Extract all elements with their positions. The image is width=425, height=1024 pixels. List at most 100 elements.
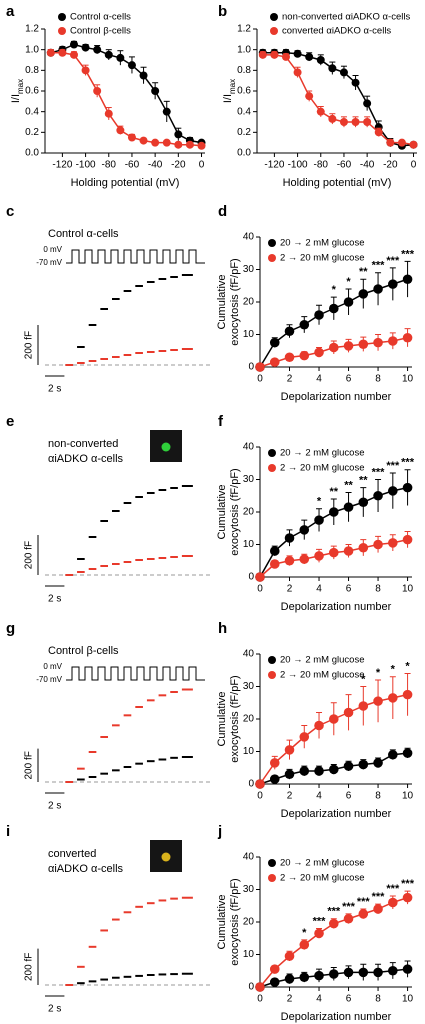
data-point bbox=[284, 745, 295, 755]
panel-letter: f bbox=[218, 413, 224, 430]
y-tick-label: 1.0 bbox=[25, 44, 39, 55]
x-tick-label: -60 bbox=[125, 160, 140, 171]
data-point bbox=[314, 766, 324, 776]
y-axis-label: Cumulative bbox=[216, 894, 228, 949]
significance: * bbox=[346, 276, 351, 288]
data-point bbox=[316, 56, 325, 64]
trace-title: converted bbox=[48, 848, 96, 860]
data-point bbox=[127, 61, 136, 70]
legend-marker bbox=[268, 239, 276, 247]
data-point bbox=[281, 52, 290, 61]
data-point bbox=[402, 332, 413, 343]
data-point bbox=[351, 78, 360, 87]
x-tick-label: -120 bbox=[52, 160, 72, 171]
cell bbox=[161, 852, 171, 862]
x-tick-label: -80 bbox=[102, 160, 117, 171]
data-point bbox=[402, 482, 413, 493]
data-point bbox=[339, 118, 348, 126]
data-point bbox=[299, 732, 310, 742]
x-tick-label: 8 bbox=[375, 584, 381, 595]
data-point bbox=[388, 749, 398, 760]
data-point bbox=[358, 497, 369, 508]
x-axis-label: Depolarization number bbox=[281, 808, 392, 820]
data-point bbox=[284, 352, 295, 363]
data-point bbox=[402, 892, 413, 903]
x-tick-label: 6 bbox=[346, 584, 352, 595]
data-point bbox=[269, 357, 280, 367]
x-tick-label: 0 bbox=[411, 160, 417, 171]
x-tick-label: -40 bbox=[148, 160, 163, 171]
y-axis-label: I/Imax bbox=[10, 79, 25, 103]
data-point bbox=[388, 336, 398, 346]
legend-label: 20 → 2 mM glucose bbox=[280, 858, 364, 869]
panel-letter: d bbox=[218, 203, 227, 220]
panel-letter: b bbox=[218, 3, 227, 20]
data-point bbox=[373, 904, 383, 914]
data-point bbox=[343, 546, 354, 556]
data-point bbox=[284, 951, 295, 961]
data-point bbox=[328, 714, 339, 724]
data-point bbox=[358, 909, 369, 919]
data-point bbox=[284, 974, 295, 984]
data-point bbox=[255, 572, 265, 582]
x-tick-label: 0 bbox=[199, 160, 205, 171]
data-point bbox=[358, 701, 369, 711]
y-axis-label-main: I/I bbox=[222, 94, 234, 103]
data-point bbox=[402, 274, 413, 285]
legend-marker bbox=[270, 27, 278, 35]
legend-marker bbox=[268, 859, 276, 867]
y-tick-label: 1.2 bbox=[237, 24, 251, 35]
data-point bbox=[293, 68, 302, 77]
y-tick-label: 10 bbox=[243, 539, 255, 550]
y-tick-label: 20 bbox=[243, 507, 255, 518]
data-point bbox=[373, 758, 383, 768]
data-point bbox=[328, 547, 339, 558]
x-tick-label: -20 bbox=[383, 160, 398, 171]
data-point bbox=[46, 48, 55, 57]
data-point bbox=[358, 542, 369, 553]
y-tick-label: 20 bbox=[243, 297, 255, 308]
significance: *** bbox=[372, 260, 386, 272]
protocol-wave bbox=[66, 249, 205, 264]
data-point bbox=[93, 87, 102, 95]
data-point bbox=[305, 52, 314, 61]
data-point bbox=[299, 350, 310, 361]
x-tick-label: 8 bbox=[375, 374, 381, 385]
y-tick-label: 0 bbox=[248, 572, 254, 583]
y-tick-label: 30 bbox=[243, 681, 255, 692]
data-point bbox=[58, 48, 67, 57]
data-point bbox=[373, 284, 383, 294]
protocol-label: -70 mV bbox=[36, 258, 62, 267]
y-axis-label: Cumulative bbox=[216, 274, 228, 329]
significance: * bbox=[317, 496, 322, 508]
y-tick-label: 0.4 bbox=[237, 106, 251, 117]
x-axis-label: Depolarization number bbox=[281, 391, 392, 403]
x-tick-label: -100 bbox=[76, 160, 96, 171]
data-point bbox=[151, 87, 160, 95]
significance: *** bbox=[372, 891, 386, 903]
data-point bbox=[328, 969, 339, 979]
y-axis-label: I/Imax bbox=[222, 79, 237, 103]
data-point bbox=[81, 66, 90, 75]
y-axis-label-sub: max bbox=[228, 79, 237, 94]
trace-title: Control α-cells bbox=[48, 228, 119, 240]
panel-letter: i bbox=[6, 823, 10, 840]
x-tick-label: 10 bbox=[402, 994, 414, 1005]
scale-bar-y-label: 200 fF bbox=[24, 751, 35, 779]
data-point bbox=[328, 342, 339, 353]
y-axis-label: exocytosis (fF/pF) bbox=[229, 878, 241, 965]
data-point bbox=[388, 965, 398, 976]
series-line bbox=[262, 52, 414, 147]
data-point bbox=[269, 964, 280, 974]
significance: *** bbox=[401, 248, 415, 260]
y-tick-label: 40 bbox=[243, 852, 255, 863]
y-tick-label: 0.2 bbox=[25, 127, 39, 138]
data-point bbox=[299, 319, 310, 330]
y-tick-label: 1.0 bbox=[237, 44, 251, 55]
x-axis-label: Depolarization number bbox=[281, 1011, 392, 1023]
x-tick-label: -40 bbox=[360, 160, 375, 171]
data-point bbox=[162, 107, 171, 116]
data-point bbox=[104, 109, 113, 118]
significance: *** bbox=[313, 915, 327, 927]
data-point bbox=[127, 133, 136, 142]
